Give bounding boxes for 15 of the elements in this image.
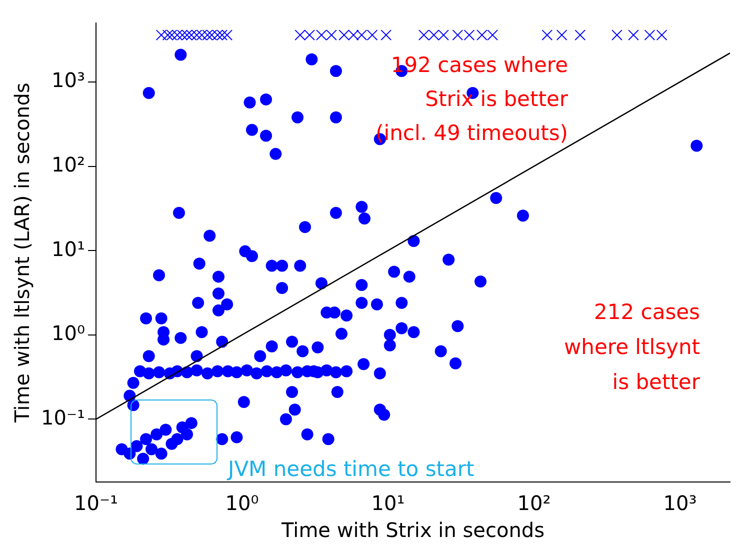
x-tick-label: 10⁰ [225, 491, 259, 516]
x-tick-label: 10³ [663, 491, 697, 516]
y-tick-label: 10³ [52, 68, 86, 92]
y-axis-title: Time with ltlsynt (LAR) in seconds [10, 82, 34, 424]
annotation: 192 cases where Strix is better (incl. 49 timeouts) [376, 52, 568, 145]
y-tick-label: 10² [52, 152, 86, 176]
annotation: JVM needs time to start [226, 456, 474, 481]
x-tick-label: 10¹ [371, 491, 405, 516]
x-axis-title: Time with Strix in seconds [280, 518, 544, 542]
y-tick-label: 10¹ [52, 236, 86, 261]
y-tick-label: 10⁻¹ [40, 405, 86, 430]
x-tick-label: 10⁻¹ [74, 491, 118, 516]
annotation: 212 cases where ltlsynt is better [564, 300, 700, 394]
x-tick-label: 10² [517, 491, 551, 516]
y-tick-label: 10⁰ [52, 321, 86, 346]
